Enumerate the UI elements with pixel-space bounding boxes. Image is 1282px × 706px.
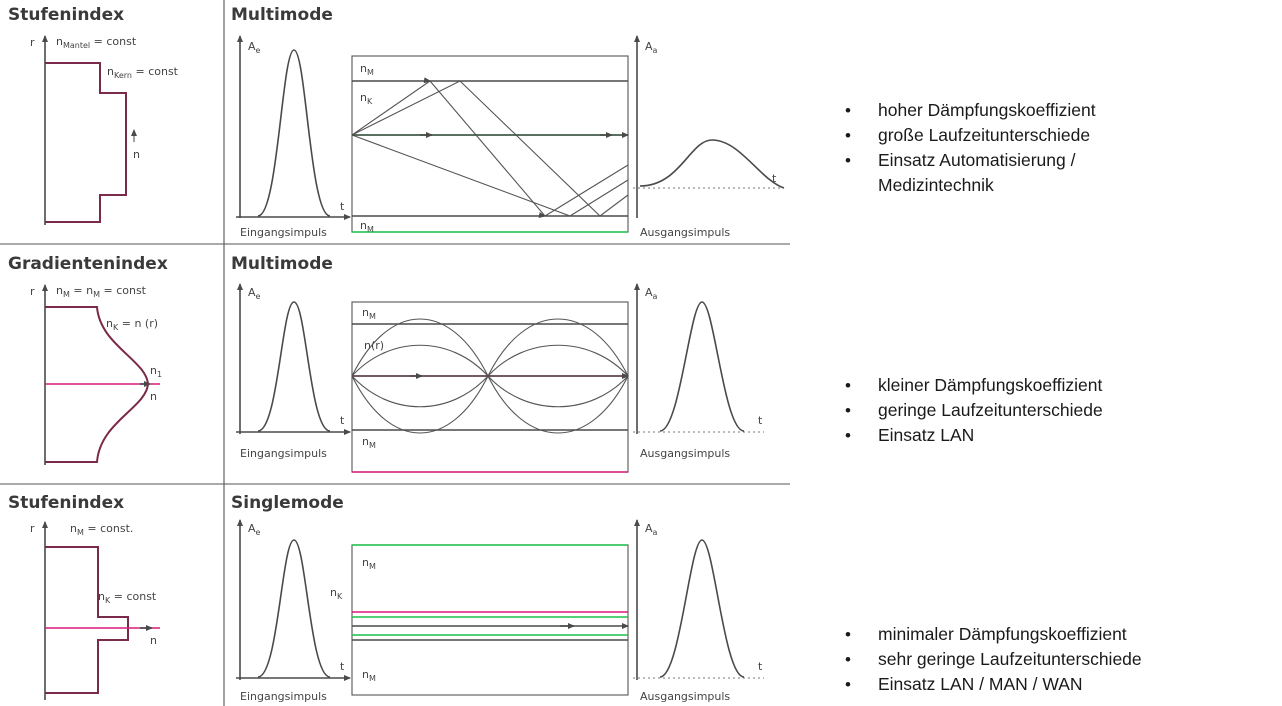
bullet-item: kleiner Dämpfungskoeffizient: [828, 373, 1268, 398]
section-2-index-title: Gradientenindex: [8, 254, 168, 274]
fiber-multimode-step: nM nK nM: [351, 55, 629, 234]
svg-text:nM = const.: nM = const.: [70, 522, 133, 537]
svg-text:nM: nM: [360, 219, 374, 234]
section-3-index-title: Stufenindex: [8, 493, 124, 513]
section-2-mode-title: Multimode: [231, 254, 333, 274]
svg-text:t: t: [340, 660, 345, 673]
output-label-3: Ausgangsimpuls: [640, 690, 730, 703]
svg-text:Ae: Ae: [248, 522, 261, 537]
section-3-mode-title: Singlemode: [231, 493, 344, 513]
svg-text:t: t: [758, 414, 763, 427]
bullet-item: sehr geringe Laufzeitunterschiede: [828, 647, 1278, 672]
svg-text:t: t: [772, 172, 777, 185]
svg-text:Ae: Ae: [248, 40, 261, 55]
bullet-item: minimaler Dämpfungskoeffizient: [828, 622, 1278, 647]
section-1-mode-title: Multimode: [231, 5, 333, 25]
fiber-singlemode: nM nK nM: [330, 544, 629, 696]
fiber-multimode-gradient: nM n(r) nM: [351, 301, 629, 473]
output-pulse-3: Aa t Ausgangsimpuls: [633, 519, 764, 703]
bullet-item: geringe Laufzeitunterschiede: [828, 398, 1268, 423]
svg-text:nM = nM = const: nM = nM = const: [56, 284, 147, 299]
svg-text:nM: nM: [362, 306, 376, 321]
svg-text:r: r: [30, 36, 35, 49]
bullet-item: Einsatz LAN: [828, 423, 1268, 448]
bullet-item: hoher Dämpfungskoeffizient: [828, 98, 1268, 123]
svg-text:r: r: [30, 522, 35, 535]
svg-text:n: n: [150, 634, 157, 647]
svg-text:nM: nM: [362, 556, 376, 571]
input-label-3: Eingangsimpuls: [240, 690, 327, 703]
svg-text:nK: nK: [330, 586, 343, 601]
bullets-section-2: kleiner Dämpfungskoeffizient geringe Lau…: [828, 373, 1268, 448]
svg-text:r: r: [30, 285, 35, 298]
svg-text:nM: nM: [362, 668, 376, 683]
svg-text:n: n: [133, 148, 140, 161]
input-label-2: Eingangsimpuls: [240, 447, 327, 460]
gradient-index-profile: r nM = nM = const nK = n (r) n1 n: [30, 284, 162, 465]
bullets-section-1: hoher Dämpfungskoeffizient große Laufzei…: [828, 98, 1268, 198]
svg-text:n(r): n(r): [364, 339, 384, 352]
svg-text:nM: nM: [362, 435, 376, 450]
svg-text:t: t: [758, 660, 763, 673]
section-1-index-title: Stufenindex: [8, 5, 124, 25]
step-index-profile-2: r nM = const. nK = const n: [30, 521, 160, 700]
input-pulse-1: Ae t Eingangsimpuls: [236, 35, 351, 239]
svg-text:nMantel = const: nMantel = const: [56, 35, 137, 50]
input-pulse-2: Ae t Eingangsimpuls: [236, 283, 351, 460]
svg-text:nK = n (r): nK = n (r): [106, 317, 158, 332]
input-label-1: Eingangsimpuls: [240, 226, 327, 239]
output-label-2: Ausgangsimpuls: [640, 447, 730, 460]
svg-text:nKern = const: nKern = const: [107, 65, 179, 80]
input-pulse-3: Ae t Eingangsimpuls: [236, 519, 351, 703]
bullet-item: Einsatz Automatisierung / Medizintechnik: [828, 148, 1128, 198]
svg-text:n1: n1: [150, 364, 162, 379]
svg-text:t: t: [340, 200, 345, 213]
output-pulse-2: Aa t Ausgangsimpuls: [633, 283, 764, 460]
step-index-profile-1: r nMantel = const nKern = const n: [30, 35, 179, 225]
output-pulse-1: Aa t Ausgangsimpuls: [633, 35, 785, 239]
svg-text:nM: nM: [360, 62, 374, 77]
bullet-item: Einsatz LAN / MAN / WAN: [828, 672, 1278, 697]
svg-text:Aa: Aa: [645, 286, 658, 301]
svg-text:n: n: [150, 390, 157, 403]
svg-text:nK: nK: [360, 91, 373, 106]
svg-text:Ae: Ae: [248, 286, 261, 301]
svg-text:t: t: [340, 414, 345, 427]
svg-text:nK = const: nK = const: [98, 590, 157, 605]
svg-text:Aa: Aa: [645, 522, 658, 537]
fiber-optic-diagram: Stufenindex Multimode r nMantel = const …: [0, 0, 790, 706]
bullets-section-3: minimaler Dämpfungskoeffizient sehr geri…: [828, 622, 1278, 697]
output-label-1: Ausgangsimpuls: [640, 226, 730, 239]
svg-text:Aa: Aa: [645, 40, 658, 55]
bullet-item: große Laufzeitunterschiede: [828, 123, 1268, 148]
